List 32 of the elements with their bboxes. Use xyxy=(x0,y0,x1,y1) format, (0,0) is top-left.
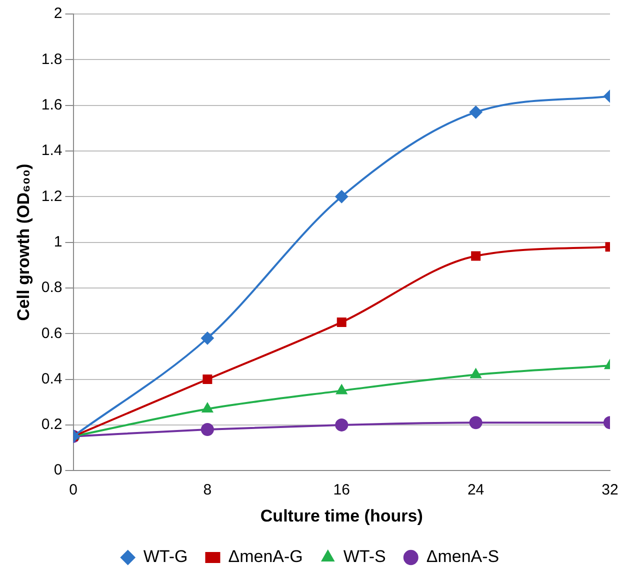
point xyxy=(202,402,214,412)
y-tick-label: 0.8 xyxy=(41,279,62,296)
legend-label: ΔmenA-S xyxy=(426,547,500,566)
x-tick-label: 8 xyxy=(203,482,212,499)
y-tick-label: 0.6 xyxy=(41,324,62,342)
point xyxy=(336,384,348,394)
point xyxy=(469,416,482,430)
y-tick-label: 1.4 xyxy=(41,142,62,160)
y-tick-label: 0.2 xyxy=(41,416,62,434)
x-tick-label: 0 xyxy=(69,482,78,499)
point xyxy=(335,418,348,432)
point xyxy=(200,423,214,436)
y-tick-label: 0.4 xyxy=(41,370,62,388)
x-tick-label: 16 xyxy=(333,482,350,499)
point xyxy=(200,332,214,345)
y-tick-label: 0 xyxy=(54,462,62,479)
point xyxy=(469,106,482,119)
legend-label: WT-G xyxy=(143,547,188,566)
y-tick-label: 1.8 xyxy=(41,50,62,68)
y-axis-title: Cell growth (OD₆₀₀) xyxy=(14,164,33,321)
point xyxy=(336,317,346,327)
y-tick-label: 2 xyxy=(54,5,62,22)
point xyxy=(202,374,212,384)
legend-label: WT-S xyxy=(343,547,386,566)
x-tick-label: 24 xyxy=(467,482,484,499)
y-tick-label: 1.6 xyxy=(41,96,62,114)
y-tick-label: 1 xyxy=(54,233,62,250)
x-axis-title: Culture time (hours) xyxy=(260,506,423,526)
y-tick-label: 1.2 xyxy=(41,188,62,205)
legend-label: ΔmenA-G xyxy=(228,547,303,566)
x-tick-label: 32 xyxy=(602,482,618,499)
point xyxy=(335,190,348,204)
